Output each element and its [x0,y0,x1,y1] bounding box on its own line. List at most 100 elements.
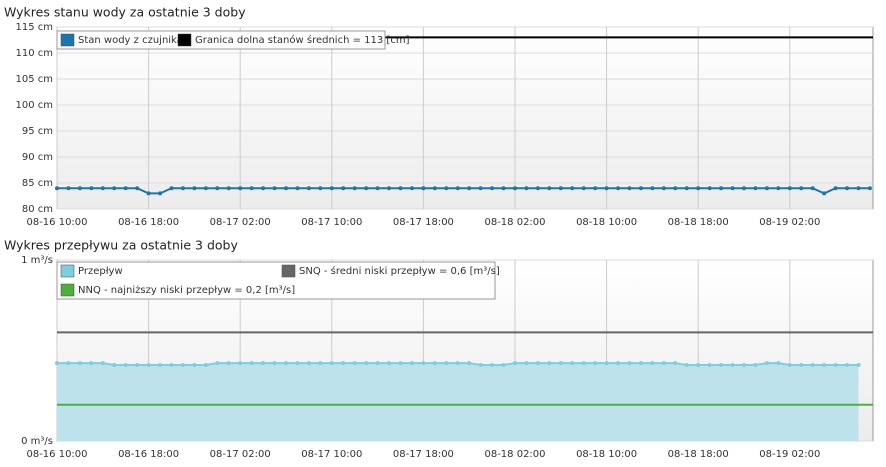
point [673,361,678,366]
point [524,361,529,366]
legend-label: Granica dolna stanów średnich = 113 [cm] [195,34,410,46]
point [180,362,185,367]
x-tick-label: 08-16 10:00 [26,449,87,460]
point [375,361,380,366]
point [833,362,838,367]
x-tick-label: 08-18 02:00 [484,217,545,228]
point [764,361,769,366]
point [146,362,151,367]
point [77,361,82,366]
point [799,186,804,191]
x-tick-label: 08-17 02:00 [210,217,271,228]
plot-area [56,26,874,210]
point [55,186,59,191]
x-tick-label: 08-17 02:00 [210,449,271,460]
y-tick-label: 115 cm [15,22,53,33]
x-tick-label: 08-18 18:00 [668,449,729,460]
point [364,186,369,191]
point [776,186,781,191]
legend-swatch [281,264,296,278]
point [295,361,300,366]
point [822,191,827,196]
legend-swatch [60,283,75,297]
point [570,186,575,191]
point [581,361,586,366]
point [66,361,71,366]
point [490,362,495,367]
point [146,191,151,196]
x-tick-label: 08-17 10:00 [301,449,362,460]
legend-swatch [60,264,75,278]
point [719,186,724,191]
point [89,186,94,191]
point [467,186,472,191]
point [558,186,563,191]
point [444,361,449,366]
point [135,186,140,191]
point [753,362,758,367]
point [661,186,666,191]
point [810,362,815,367]
point [238,361,243,366]
point [249,361,254,366]
x-tick-label: 08-18 18:00 [668,217,729,228]
point [112,362,117,367]
point [616,361,621,366]
point [375,186,380,191]
legend-label: Stan wody z czujnika [78,35,183,46]
point [100,186,105,191]
point [421,186,426,191]
point [856,362,861,367]
point [535,361,540,366]
point [306,361,311,366]
point [833,186,838,191]
point [558,361,563,366]
x-tick-label: 08-18 02:00 [484,449,545,460]
point [730,186,735,191]
point [318,186,323,191]
legend-label: NNQ - najniższy niski przepływ = 0,2 [m³… [78,285,295,296]
point [169,186,174,191]
point [627,361,632,366]
point [501,186,506,191]
point [581,186,586,191]
point [226,361,231,366]
point [753,186,758,191]
point [192,186,197,191]
point [409,186,414,191]
point [490,186,495,191]
x-tick-label: 08-19 02:00 [759,217,820,228]
x-tick-label: 08-18 10:00 [576,449,637,460]
point [593,361,598,366]
point [513,361,517,366]
point [799,362,804,367]
point [787,186,792,191]
point [284,186,288,191]
point [192,362,197,367]
point [570,361,575,366]
x-tick-label: 08-16 10:00 [26,217,87,228]
point [158,191,163,196]
point [627,186,632,191]
x-tick-label: 08-17 10:00 [301,217,362,228]
point [638,186,643,191]
point [478,186,483,191]
point [249,186,254,191]
point [845,186,850,191]
point [707,362,712,367]
y-tick-label: 85 cm [22,178,53,189]
point [455,361,460,366]
point [352,361,357,366]
point [226,186,231,191]
point [684,362,689,367]
point [409,361,414,366]
point [547,361,552,366]
point [387,186,392,191]
y-tick-label: 95 cm [22,126,53,137]
y-tick-label: 90 cm [22,152,53,163]
point [524,186,529,191]
point [730,362,735,367]
x-tick-label: 08-17 18:00 [393,449,454,460]
point [112,186,117,191]
point [742,362,746,367]
